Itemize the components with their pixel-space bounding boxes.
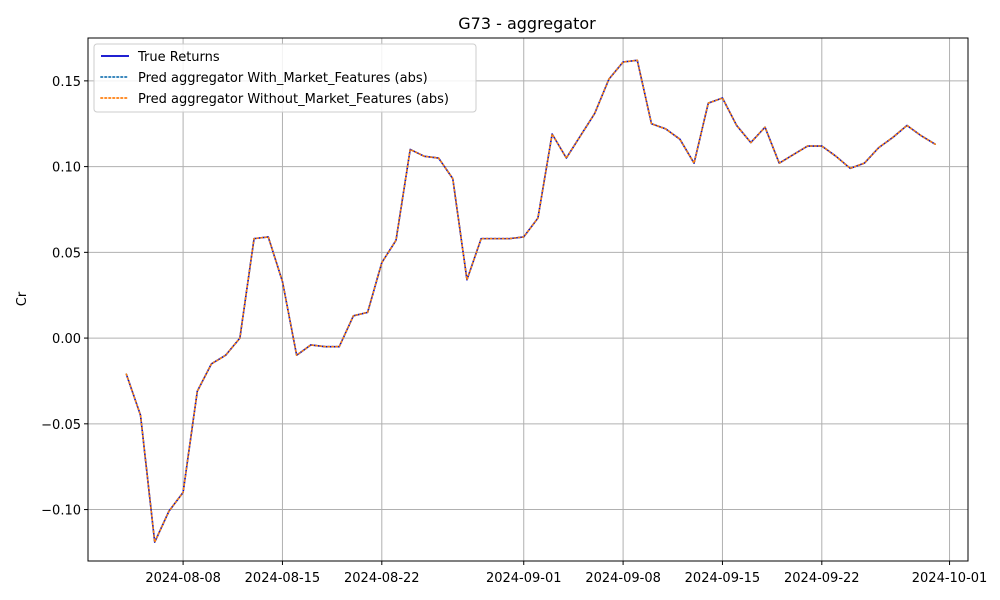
x-tick-label: 2024-08-08 xyxy=(145,571,221,586)
y-tick-label: 0.00 xyxy=(52,332,81,347)
series-layer xyxy=(125,59,937,543)
legend-box xyxy=(93,43,477,113)
y-axis-label: Cr xyxy=(15,291,30,306)
x-tick-label: 2024-09-01 xyxy=(486,571,562,586)
grid-layer xyxy=(88,38,968,561)
legend-label: Pred aggregator Without_Market_Features … xyxy=(138,92,449,107)
chart-title: G73 - aggregator xyxy=(458,14,596,33)
legend-label: Pred aggregator With_Market_Features (ab… xyxy=(138,71,428,86)
plot-frame xyxy=(87,37,969,562)
x-tick-label: 2024-09-22 xyxy=(784,571,860,586)
y-tick-label: 0.15 xyxy=(52,75,81,90)
x-tick-label: 2024-10-01 xyxy=(912,571,988,586)
x-tick-label: 2024-08-22 xyxy=(344,571,420,586)
legend-label: True Returns xyxy=(137,50,220,65)
y-tick-label: 0.05 xyxy=(52,246,81,261)
y-tick-label: 0.10 xyxy=(52,161,81,176)
legend: True Returns Pred aggregator With_Market_… xyxy=(93,43,477,113)
series-line-3 xyxy=(125,59,937,543)
x-tick-label: 2024-08-15 xyxy=(245,571,321,586)
y-tick-label: −0.10 xyxy=(41,504,81,519)
y-tick-label: −0.05 xyxy=(41,418,81,433)
tick-layer: 2024-08-08 2024-08-15 2024-08-22 2024-09-01… xyxy=(41,75,987,586)
x-tick-label: 2024-09-08 xyxy=(585,571,661,586)
x-tick-label: 2024-09-15 xyxy=(685,571,761,586)
